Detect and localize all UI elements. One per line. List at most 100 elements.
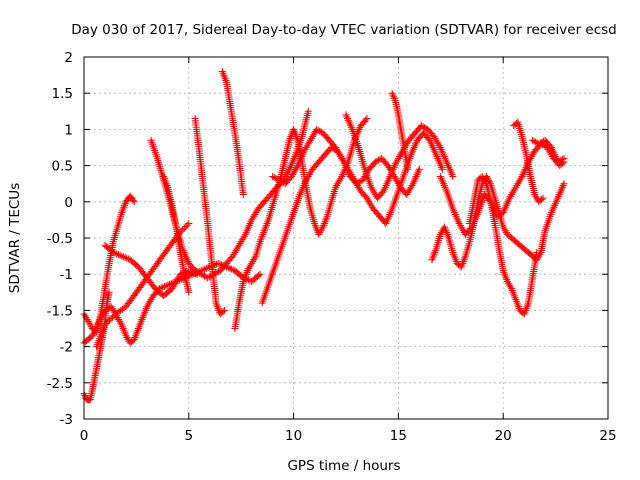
data-point (220, 306, 228, 314)
data-point (311, 129, 319, 137)
data-point (514, 301, 522, 309)
data-point (460, 256, 468, 264)
data-point (459, 258, 467, 266)
data-point (437, 145, 445, 153)
data-point (391, 174, 399, 182)
data-point (555, 191, 563, 199)
data-point (231, 248, 239, 256)
data-point (314, 126, 322, 134)
data-point (440, 182, 448, 190)
data-point (213, 303, 221, 311)
data-point (117, 319, 125, 327)
data-point (220, 71, 228, 79)
data-point (547, 209, 555, 217)
data-point (213, 301, 221, 309)
data-point (234, 243, 242, 251)
data-point (320, 221, 328, 229)
data-point (450, 252, 458, 260)
data-point (509, 189, 517, 197)
data-point (213, 268, 221, 276)
data-point (162, 180, 170, 188)
data-point (445, 163, 453, 171)
data-point (311, 220, 319, 228)
x-axis-label: GPS time / hours (287, 458, 400, 474)
data-point (560, 180, 568, 188)
data-point (137, 319, 145, 327)
data-point (287, 162, 295, 170)
data-point (104, 318, 112, 326)
data-point (449, 172, 457, 180)
data-point (556, 189, 564, 197)
data-point (332, 144, 340, 151)
data-point (214, 259, 222, 267)
data-point (455, 220, 463, 228)
data-point (164, 281, 172, 289)
data-point (250, 212, 258, 220)
data-point (88, 332, 96, 340)
data-point (446, 165, 454, 173)
data-point (183, 221, 191, 229)
data-point (301, 145, 309, 153)
data-point (119, 253, 127, 261)
data-point (406, 185, 414, 193)
data-point (419, 123, 427, 131)
data-point (295, 160, 303, 168)
data-point (193, 267, 201, 275)
data-point (559, 182, 567, 190)
data-point (429, 254, 437, 262)
data-point (239, 191, 247, 199)
data-point (552, 198, 560, 206)
data-point (256, 270, 264, 278)
data-point (232, 247, 240, 255)
data-point (410, 144, 418, 151)
data-point (286, 163, 294, 171)
data-point (340, 158, 348, 166)
data-point (321, 218, 329, 226)
data-point (505, 194, 513, 202)
data-point (146, 297, 154, 305)
data-point (522, 306, 530, 314)
data-point (332, 183, 340, 191)
data-point (315, 230, 323, 238)
data-point (553, 196, 561, 204)
data-point (183, 256, 191, 264)
data-point (311, 221, 319, 229)
data-point (275, 176, 283, 184)
data-point (273, 175, 281, 183)
data-point (236, 239, 244, 247)
x-tick-label: 5 (185, 428, 194, 444)
data-point (441, 223, 449, 231)
data-point (456, 221, 464, 229)
data-point (121, 201, 129, 209)
series-arc14 (388, 89, 412, 173)
data-point (132, 330, 140, 338)
data-point (245, 223, 253, 231)
series-arc7 (160, 172, 193, 296)
data-point (409, 180, 417, 188)
data-point (297, 189, 305, 197)
data-point (551, 153, 559, 161)
data-point (438, 176, 446, 184)
data-point (367, 183, 375, 191)
data-point (393, 178, 401, 186)
data-point (292, 165, 300, 173)
data-point (384, 162, 392, 170)
data-point (502, 201, 510, 209)
data-point (349, 174, 357, 182)
data-point (451, 254, 459, 262)
data-point (241, 274, 249, 282)
data-point (291, 153, 299, 161)
series-arc3 (80, 192, 138, 336)
y-tick-label: 2 (64, 50, 73, 66)
data-point (240, 276, 248, 284)
data-point (118, 323, 126, 331)
data-point (508, 285, 516, 293)
data-point (259, 230, 267, 238)
data-point (335, 149, 343, 157)
data-point (450, 250, 458, 258)
data-point (308, 133, 316, 141)
data-point (333, 145, 341, 153)
data-point (304, 140, 312, 148)
series-arc9 (218, 67, 247, 199)
data-point (133, 328, 141, 336)
